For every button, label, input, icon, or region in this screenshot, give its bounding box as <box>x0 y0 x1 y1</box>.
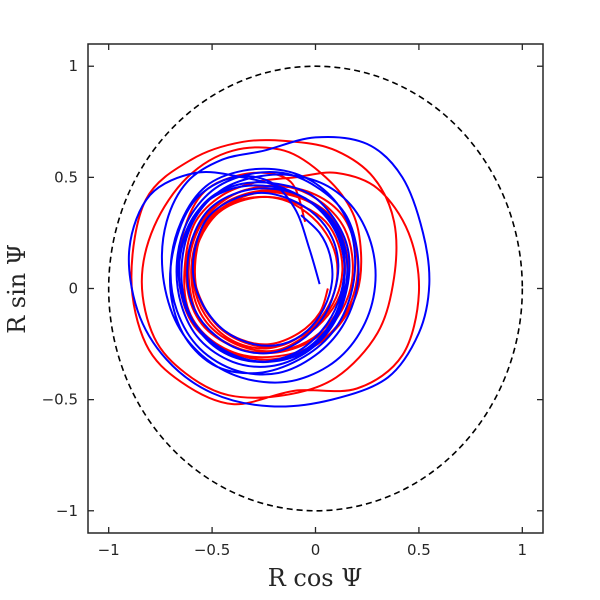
tick-layer: −1 −0.5 0 0.5 1 −1 −0.5 0 0.5 1 <box>42 44 543 559</box>
y-tick-label: −0.5 <box>42 391 78 409</box>
y-tick-label: −1 <box>56 502 78 520</box>
y-axis-label: R sin Ψ <box>3 244 31 334</box>
series-line-2 <box>127 135 431 408</box>
x-tick-label: 0.5 <box>407 541 431 559</box>
y-tick-label: 0 <box>68 280 78 298</box>
y-tick-label: 1 <box>68 57 78 75</box>
x-axis-label: R cos Ψ <box>268 564 363 592</box>
x-tick-label: 1 <box>518 541 528 559</box>
x-tick-label: −0.5 <box>194 541 230 559</box>
y-tick-label: 0.5 <box>54 168 78 186</box>
series-layer <box>127 135 431 408</box>
reference-circle-layer <box>107 65 524 512</box>
x-tick-label: 0 <box>311 541 321 559</box>
axes-frame <box>87 43 544 534</box>
x-tick-label: −1 <box>98 541 120 559</box>
unit-circle-dashed <box>107 65 524 512</box>
